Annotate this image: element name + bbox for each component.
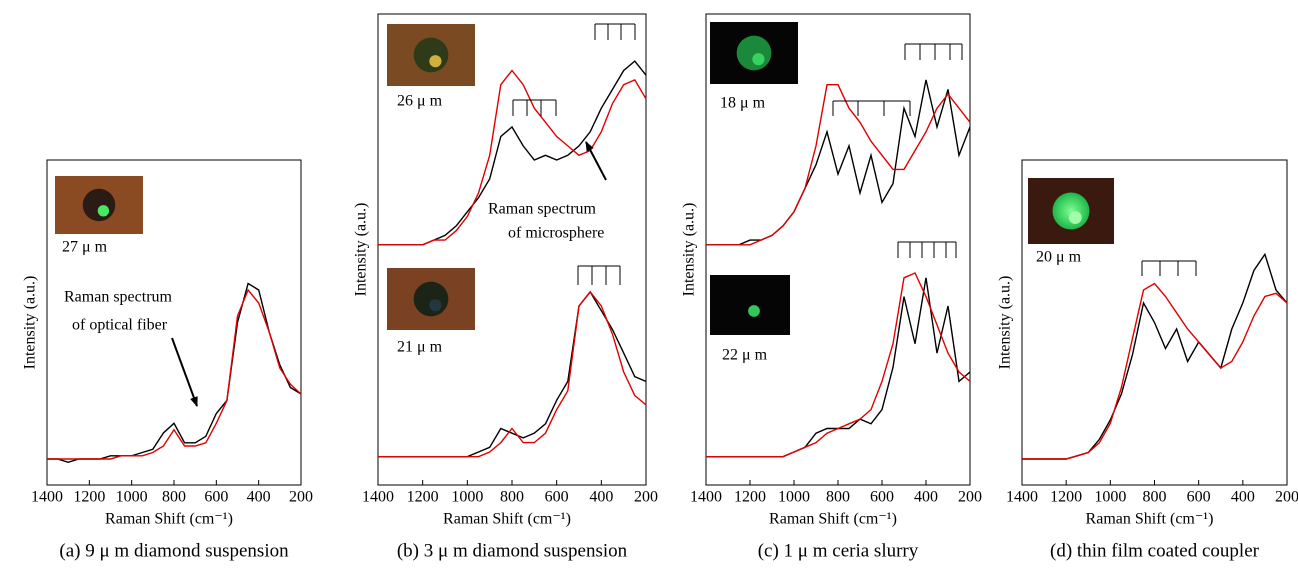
inset-label: 27 μ m <box>62 239 108 256</box>
inset-label: 18 μ m <box>720 95 766 112</box>
x-tick-label: 1000 <box>116 489 148 506</box>
spectrum-line <box>378 290 647 458</box>
panel: 1400 1200 1000 800 600 400 200 Raman Shift (cm⁻… <box>681 13 982 561</box>
x-axis-label: Raman Shift (cm⁻¹) <box>443 511 571 528</box>
x-tick-label: 400 <box>914 489 938 506</box>
x-tick-label: 1400 <box>362 489 394 506</box>
annotation-arrow <box>585 141 607 181</box>
particle-glint <box>429 55 442 68</box>
x-tick-label: 1000 <box>1094 489 1126 506</box>
caption: (b) 3 μ m diamond suspension <box>397 540 628 561</box>
x-axis-label: Raman Shift (cm⁻¹) <box>105 511 233 528</box>
particle-glint <box>429 299 442 312</box>
x-tick-label: 400 <box>1231 489 1255 506</box>
spectrum-line <box>378 69 647 246</box>
spectrum-line <box>47 282 302 464</box>
annotation: Raman spectrum <box>64 289 173 306</box>
particle-glint <box>1068 211 1082 225</box>
annotation: of optical fiber <box>72 317 168 334</box>
x-tick-label: 400 <box>589 489 613 506</box>
caption: (d) thin film coated coupler <box>1050 540 1260 561</box>
panel: 1400 1200 1000 800 600 400 200 Raman Shift (cm⁻… <box>22 159 313 561</box>
spectrum-line <box>1022 252 1288 460</box>
inset-label: 22 μ m <box>722 347 768 364</box>
x-tick-label: 200 <box>634 489 658 506</box>
annotation-arrow <box>171 337 198 407</box>
panel: 1400 1200 1000 800 600 400 200 Raman Shift (cm⁻… <box>353 13 658 561</box>
inset-label: 26 μ m <box>397 93 443 110</box>
spectrum-line <box>706 272 971 458</box>
x-tick-label: 600 <box>1187 489 1211 506</box>
particle <box>82 188 116 222</box>
spectrum-line <box>706 79 971 246</box>
spectrum-line <box>706 84 971 246</box>
x-tick-label: 1000 <box>451 489 483 506</box>
x-tick-label: 800 <box>826 489 850 506</box>
x-tick-label: 800 <box>500 489 524 506</box>
annotation: Raman spectrum <box>488 201 597 218</box>
particle <box>413 37 449 73</box>
particle <box>1052 192 1090 230</box>
caption: (a) 9 μ m diamond suspension <box>59 540 289 561</box>
x-tick-label: 1000 <box>778 489 810 506</box>
x-tick-label: 1400 <box>690 489 722 506</box>
caption: (c) 1 μ m ceria slurry <box>758 540 919 561</box>
x-tick-label: 800 <box>162 489 186 506</box>
particle <box>736 35 772 71</box>
x-tick-label: 200 <box>289 489 313 506</box>
particle-glint <box>748 305 760 317</box>
x-axis-label: Raman Shift (cm⁻¹) <box>1086 511 1214 528</box>
x-tick-label: 600 <box>870 489 894 506</box>
x-axis-label: Raman Shift (cm⁻¹) <box>769 511 897 528</box>
spectrum-line <box>1022 282 1288 460</box>
x-tick-label: 400 <box>247 489 271 506</box>
annotation: of microsphere <box>508 225 604 242</box>
x-tick-label: 1200 <box>1050 489 1082 506</box>
inset-label: 21 μ m <box>397 339 443 356</box>
particle-glint <box>752 53 765 66</box>
x-tick-label: 600 <box>204 489 228 506</box>
y-axis-label: Intensity (a.u.) <box>681 203 698 297</box>
particle <box>413 281 449 317</box>
x-tick-label: 1200 <box>407 489 439 506</box>
x-tick-label: 1200 <box>734 489 766 506</box>
particle-glint <box>97 205 110 217</box>
y-axis-label: Intensity (a.u.) <box>997 276 1014 370</box>
panel: 1400 1200 1000 800 600 400 200 Raman Shift (cm⁻… <box>997 159 1298 561</box>
y-axis-label: Intensity (a.u.) <box>22 276 39 370</box>
x-tick-label: 200 <box>1275 489 1298 506</box>
x-tick-label: 1400 <box>31 489 63 506</box>
x-tick-label: 1200 <box>73 489 105 506</box>
x-tick-label: 600 <box>545 489 569 506</box>
y-axis-label: Intensity (a.u.) <box>353 203 370 297</box>
particle <box>733 288 767 322</box>
inset-label: 20 μ m <box>1036 249 1082 266</box>
x-tick-label: 1400 <box>1006 489 1038 506</box>
spectrum-line <box>47 288 302 460</box>
x-tick-label: 800 <box>1143 489 1167 506</box>
x-tick-label: 200 <box>958 489 982 506</box>
